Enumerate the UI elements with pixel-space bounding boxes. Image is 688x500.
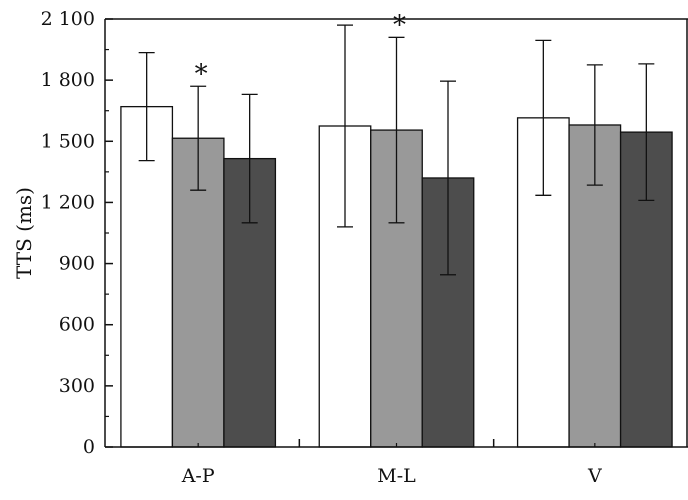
y-tick-label: 600 xyxy=(59,314,95,336)
x-axis-ticks: A-P M-L V xyxy=(181,439,602,487)
y-axis-ticks: 0 300 600 900 1 200 1 500 1 800 2 100 xyxy=(41,8,113,458)
y-tick-label: 0 xyxy=(83,436,95,458)
y-tick-label: 1 200 xyxy=(41,191,95,213)
y-tick-label: 900 xyxy=(59,253,95,275)
significance-asterisk: * xyxy=(393,10,406,40)
y-tick-label: 2 100 xyxy=(41,8,95,30)
y-tick-label: 1 800 xyxy=(41,69,95,91)
chart-marks: ** xyxy=(120,10,673,448)
significance-asterisk: * xyxy=(195,59,208,89)
y-tick-label: 1 500 xyxy=(41,130,95,152)
x-category-label: V xyxy=(587,465,602,487)
y-axis-title: TTS (ms) xyxy=(12,187,36,279)
x-category-label: M-L xyxy=(377,465,416,487)
x-category-label: A-P xyxy=(181,465,215,487)
bar xyxy=(120,105,174,448)
y-tick-label: 300 xyxy=(59,375,95,397)
